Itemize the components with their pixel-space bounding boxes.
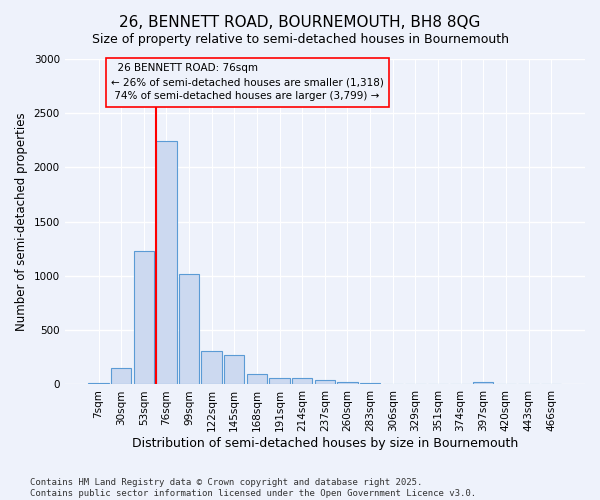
Text: 26 BENNETT ROAD: 76sqm
← 26% of semi-detached houses are smaller (1,318)
 74% of: 26 BENNETT ROAD: 76sqm ← 26% of semi-det… [111,64,384,102]
Bar [134,251,154,384]
Bar [202,351,222,384]
Text: Contains HM Land Registry data © Crown copyright and database right 2025.
Contai: Contains HM Land Registry data © Crown c… [30,478,476,498]
X-axis label: Distribution of semi-detached houses by size in Bournemouth: Distribution of semi-detached houses by … [132,437,518,450]
Bar [247,374,267,384]
Bar [314,380,335,384]
Text: 26, BENNETT ROAD, BOURNEMOUTH, BH8 8QG: 26, BENNETT ROAD, BOURNEMOUTH, BH8 8QG [119,15,481,30]
Bar [337,382,358,384]
Bar [156,142,176,384]
Y-axis label: Number of semi-detached properties: Number of semi-detached properties [15,112,28,331]
Text: Size of property relative to semi-detached houses in Bournemouth: Size of property relative to semi-detach… [91,32,509,46]
Bar [179,274,199,384]
Bar [88,383,109,384]
Bar [269,378,290,384]
Bar [111,368,131,384]
Bar [224,354,244,384]
Bar [292,378,313,384]
Bar [473,382,493,384]
